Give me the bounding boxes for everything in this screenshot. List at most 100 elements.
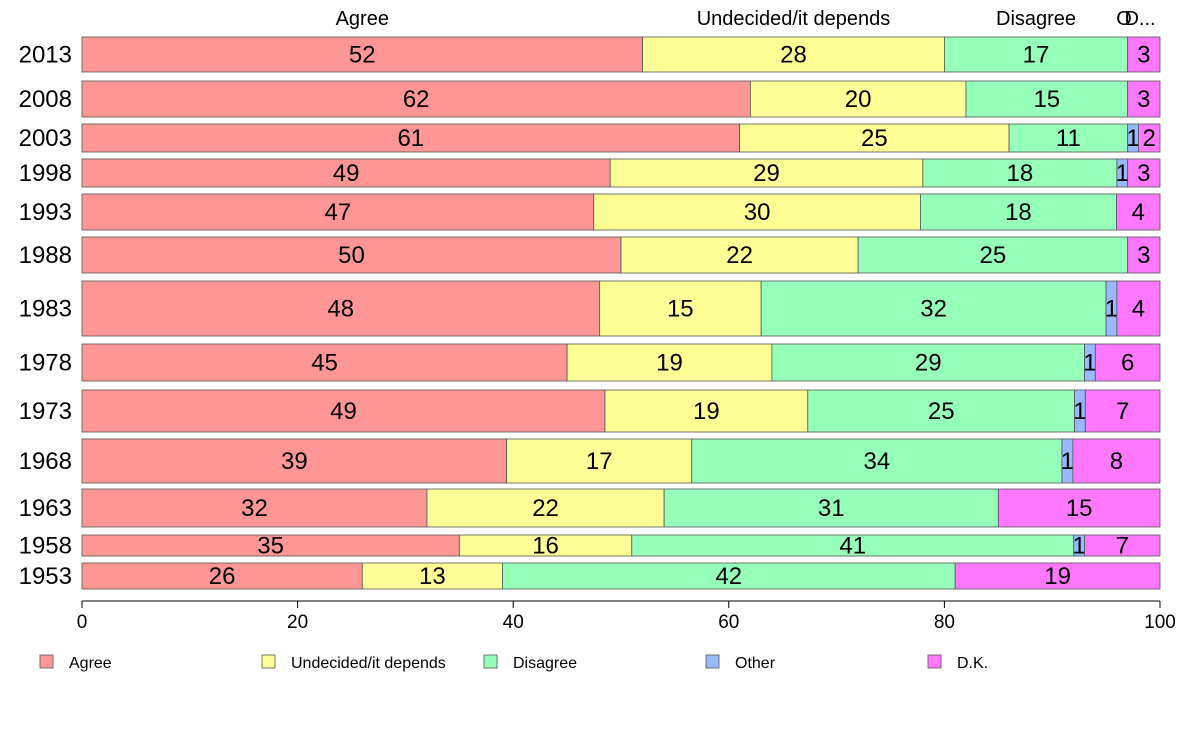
data-label-2008-agree: 62 [403, 86, 430, 113]
bar-segment-1978-disagree [771, 343, 1085, 382]
data-label-1963-d-k-: 15 [1066, 495, 1093, 522]
top-label-o: O [1116, 8, 1132, 30]
data-label-1958-d-k-: 7 [1116, 533, 1129, 560]
bar-segment-1973-agree [81, 389, 606, 433]
data-label-2003-undecided-it-depends: 25 [861, 125, 888, 152]
data-label-1998-d-k-: 3 [1137, 160, 1150, 187]
data-label-1983-disagree: 32 [920, 296, 947, 323]
category-label-1973: 1973 [19, 398, 72, 425]
bar-segment-2003-d-k- [1138, 123, 1161, 153]
category-label-1978: 1978 [19, 350, 72, 377]
bars: 52 28 17 362 20 15 361 25 11 1 249 29 18 1 347 30 18 450 2… [81, 36, 1161, 590]
data-label-1983-undecided-it-depends: 15 [667, 296, 694, 323]
bar-segment-1993-undecided-it-depends [593, 193, 921, 231]
data-label-1973-undecided-it-depends: 19 [693, 398, 720, 425]
category-labels: 2013 2008 2003 1998 1993 1988 1983 1978 1973 1968… [19, 42, 72, 591]
bar-segment-1968-d-k- [1072, 438, 1161, 484]
bar-segment-1963-d-k- [997, 488, 1161, 528]
data-label-2003-d-k-: 2 [1143, 125, 1156, 152]
data-label-1953-agree: 26 [209, 563, 236, 590]
bar-segment-1998-d-k- [1127, 158, 1161, 188]
bar-segment-1983-undecided-it-depends [599, 280, 762, 337]
bar-segment-2003-agree [81, 123, 740, 153]
data-label-1978-other: 1 [1083, 350, 1096, 377]
legend-label-agree: Agree [69, 655, 112, 672]
data-label-2013-agree: 52 [349, 42, 376, 69]
bar-segment-1993-agree [81, 193, 595, 231]
bar-segment-1988-undecided-it-depends [620, 236, 859, 274]
category-label-1953: 1953 [19, 563, 72, 590]
legend-swatch-agree [39, 654, 54, 669]
bar-segment-1963-undecided-it-depends [426, 488, 665, 528]
data-label-1958-other: 1 [1072, 533, 1085, 560]
bar-segment-1998-undecided-it-depends [609, 158, 924, 188]
data-label-1973-disagree: 25 [928, 398, 955, 425]
legend-label-d-k-: D.K. [957, 655, 988, 672]
data-label-1993-d-k-: 4 [1132, 199, 1145, 226]
category-label-2008: 2008 [19, 86, 72, 113]
category-label-2003: 2003 [19, 125, 72, 152]
bar-segment-1958-d-k- [1084, 534, 1161, 557]
bar-segment-2003-undecided-it-depends [739, 123, 1010, 153]
top-label-agree: Agree [336, 8, 389, 30]
bar-segment-1968-agree [81, 438, 508, 484]
data-label-2008-disagree: 15 [1033, 86, 1060, 113]
x-tick-label-0: 0 [77, 612, 88, 633]
legend-label-other: Other [735, 655, 776, 672]
data-label-1998-other: 1 [1116, 160, 1129, 187]
category-label-2013: 2013 [19, 42, 72, 69]
data-label-1973-agree: 49 [330, 398, 357, 425]
category-label-1958: 1958 [19, 533, 72, 560]
bar-segment-1993-disagree [920, 193, 1117, 231]
x-tick-label-40: 40 [503, 612, 524, 633]
data-label-1978-agree: 45 [311, 350, 338, 377]
data-label-2013-undecided-it-depends: 28 [780, 42, 807, 69]
data-label-1963-undecided-it-depends: 22 [532, 495, 559, 522]
bar-segment-1988-disagree [857, 236, 1129, 274]
bar-segment-1968-undecided-it-depends [506, 438, 693, 484]
legend-swatch-disagree [483, 654, 498, 669]
data-label-1953-d-k-: 19 [1044, 563, 1071, 590]
bar-segment-1993-d-k- [1116, 193, 1161, 231]
legend: Agree Undecided/it depends Disagree Other D.… [39, 654, 988, 672]
top-label-undecided-it-depends: Undecided/it depends [697, 8, 890, 30]
data-label-1973-d-k-: 7 [1116, 398, 1129, 425]
data-label-1983-other: 1 [1105, 296, 1118, 323]
category-label-1998: 1998 [19, 160, 72, 187]
data-label-1978-d-k-: 6 [1121, 350, 1134, 377]
bar-segment-1983-d-k- [1116, 280, 1161, 337]
bar-segment-1978-d-k- [1094, 343, 1161, 382]
data-label-1998-disagree: 18 [1007, 160, 1034, 187]
data-label-1963-disagree: 31 [818, 495, 845, 522]
data-label-2003-disagree: 11 [1056, 125, 1081, 152]
data-label-1968-disagree: 34 [864, 448, 891, 475]
bar-segment-1953-disagree [502, 562, 956, 590]
bar-segment-1998-agree [81, 158, 611, 188]
data-label-1998-undecided-it-depends: 29 [753, 160, 780, 187]
x-tick-label-60: 60 [718, 612, 739, 633]
bar-segment-1998-disagree [922, 158, 1118, 188]
bar-segment-2003-disagree [1008, 123, 1129, 153]
bar-segment-1973-d-k- [1084, 389, 1161, 433]
bar-segment-1978-agree [81, 343, 568, 382]
x-tick-label-20: 20 [287, 612, 308, 633]
top-label-disagree: Disagree [996, 8, 1076, 30]
legend-swatch-d-k- [927, 654, 942, 669]
legend-swatch-undecided-it-depends [261, 654, 276, 669]
bar-segment-1978-undecided-it-depends [566, 343, 773, 382]
data-label-1988-d-k-: 3 [1137, 242, 1150, 269]
data-label-2008-undecided-it-depends: 20 [845, 86, 872, 113]
bar-segment-1988-agree [81, 236, 622, 274]
category-label-1983: 1983 [19, 296, 72, 323]
data-label-1993-agree: 47 [325, 199, 352, 226]
bar-segment-2008-disagree [965, 80, 1129, 118]
bar-segment-1953-undecided-it-depends [361, 562, 503, 590]
top-labels: Agree Undecided/it depends Disagree OD... [336, 8, 1156, 30]
data-label-1983-d-k-: 4 [1132, 296, 1145, 323]
data-label-1968-other: 1 [1061, 448, 1074, 475]
bar-segment-1973-undecided-it-depends [604, 389, 809, 433]
top-label-d-: D... [1124, 8, 1155, 30]
data-label-1968-agree: 39 [281, 448, 308, 475]
category-label-1968: 1968 [19, 448, 72, 475]
